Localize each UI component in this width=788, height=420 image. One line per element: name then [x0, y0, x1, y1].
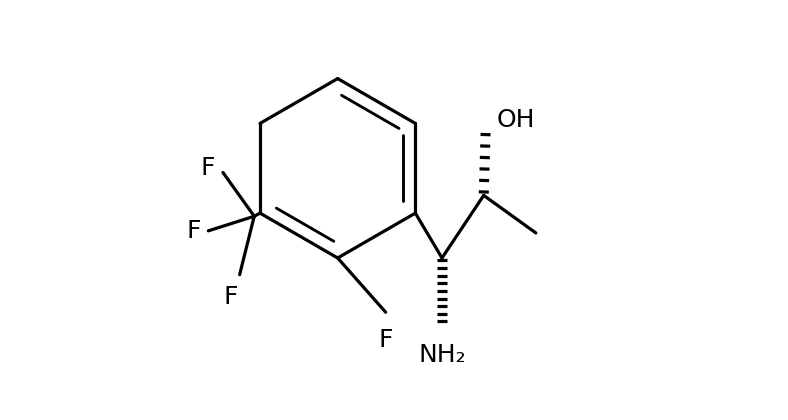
Text: F: F	[186, 219, 201, 243]
Text: OH: OH	[496, 108, 535, 132]
Text: NH₂: NH₂	[418, 343, 466, 367]
Text: F: F	[223, 285, 237, 309]
Text: F: F	[201, 156, 215, 180]
Text: F: F	[378, 328, 393, 352]
